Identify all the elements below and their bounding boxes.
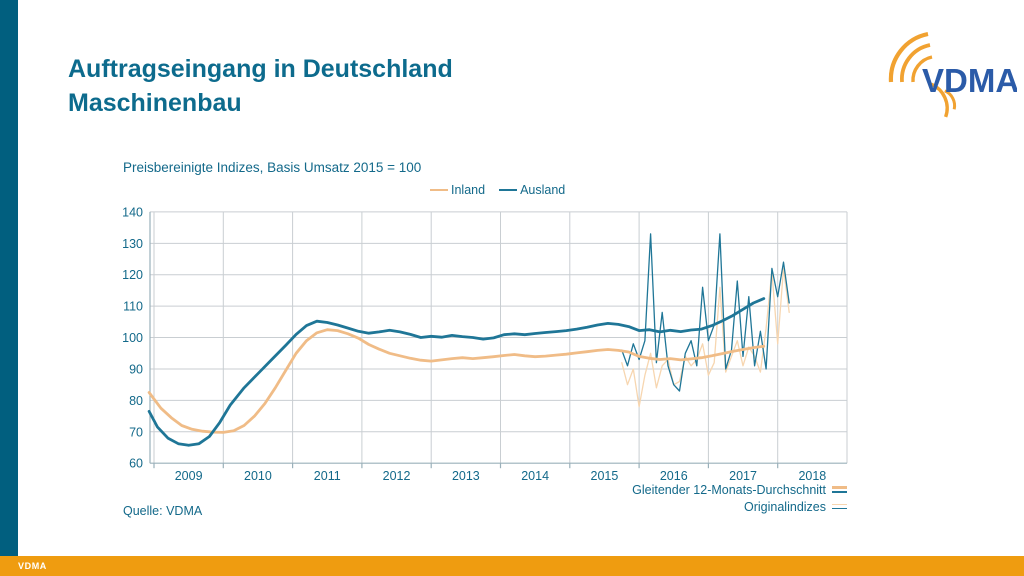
legend-bottom: Gleitender 12-Monats-Durchschnitt Origin…: [632, 481, 847, 515]
logo-arcs-icon: [888, 31, 957, 118]
moving-average-swatch: [832, 485, 847, 494]
inland-line-swatch: [430, 189, 448, 191]
ausland-originalindizes-line: [621, 233, 790, 392]
legend-item-inland: Inland: [430, 183, 485, 197]
legend-label-original-indices: Originalindizes: [744, 499, 826, 514]
x-axis-label: 2009: [175, 469, 203, 483]
axis-labels: 60 70 80 90 100 110 120 130 140 2009 2010 2011 2012 2…: [122, 205, 826, 483]
x-axis-label: 2015: [591, 469, 619, 483]
y-axis-label: 130: [122, 237, 143, 251]
page-title-line1: Auftragseingang in Deutschland: [68, 55, 453, 83]
vdma-logo: VDMA: [888, 31, 1017, 118]
page-title: Auftragseingang in Deutschland Maschinen…: [68, 52, 453, 120]
y-axis-label: 80: [129, 394, 143, 408]
y-axis-label: 110: [123, 300, 143, 314]
ausland-line-swatch: [499, 189, 518, 191]
y-axis-label: 90: [129, 362, 143, 376]
axes: [149, 211, 847, 469]
y-axis-label: 70: [129, 425, 143, 439]
y-axis-label: 60: [129, 457, 143, 471]
original-indices-swatch: [832, 503, 847, 510]
y-axis-label: 100: [122, 331, 143, 345]
x-axis-label: 2018: [798, 469, 826, 483]
x-axis-label: 2017: [729, 469, 757, 483]
legend-item-ausland: Ausland: [499, 183, 565, 197]
y-axis-label: 120: [122, 268, 143, 282]
x-axis-label: 2010: [244, 469, 272, 483]
legend-label-ausland: Ausland: [520, 183, 566, 197]
y-axis-label: 140: [122, 205, 143, 219]
x-axis-label: 2014: [521, 469, 549, 483]
ausland-gleitender-12-monats-durchschnitt-line: [147, 297, 766, 447]
x-axis-label: 2013: [452, 469, 480, 483]
x-axis-label: 2012: [383, 469, 411, 483]
legend-label-moving-average: Gleitender 12-Monats-Durchschnitt: [632, 482, 826, 497]
inland-gleitender-12-monats-durchschnitt-line: [147, 328, 766, 434]
chart-subtitle: Preisbereinigte Indizes, Basis Umsatz 20…: [123, 160, 422, 175]
legend-top: Inland Ausland: [430, 183, 575, 197]
footer-brand: VDMA: [18, 561, 47, 571]
series-lines: [147, 233, 790, 447]
logo-wordmark: VDMA: [922, 62, 1017, 99]
x-axis-label: 2011: [314, 469, 341, 483]
x-axis-label: 2016: [660, 469, 688, 483]
legend-row-moving-average: Gleitender 12-Monats-Durchschnitt: [632, 481, 847, 498]
source-note: Quelle: VDMA: [123, 504, 203, 518]
legend-row-original-indices: Originalindizes: [632, 498, 847, 515]
legend-label-inland: Inland: [451, 183, 486, 197]
left-accent-bar: [0, 0, 18, 556]
page-title-line2: Maschinenbau: [68, 89, 242, 117]
footer-bar: VDMA: [0, 556, 1024, 576]
